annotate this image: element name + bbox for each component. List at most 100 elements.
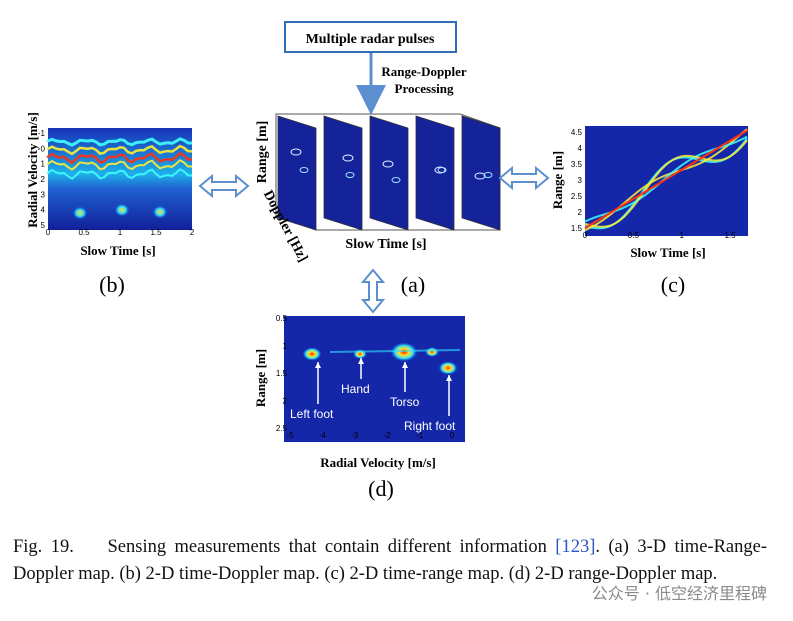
heatmap-b-features: [46, 137, 193, 220]
annotation: Torso: [390, 395, 420, 409]
y-tick-label: 0: [41, 144, 46, 153]
x-tick-label: 1: [679, 231, 684, 240]
doppler-slice: [323, 115, 363, 231]
y-tick-label: 2: [578, 208, 583, 217]
spectrum-band: [46, 151, 193, 165]
y-tick-label: 3.5: [571, 160, 583, 169]
double-arrow: [198, 173, 250, 199]
processing-label: Range-Doppler: [381, 64, 466, 79]
time-axis-label: Slow Time [s]: [345, 237, 426, 252]
panel-label: (a): [401, 272, 425, 297]
heatmap-c-features: [584, 128, 749, 232]
annotation-arrowhead: [315, 362, 321, 368]
y-tick-label: 1.5: [571, 224, 583, 233]
y-tick-label: 2.5: [276, 424, 288, 433]
y-tick-label: 4: [41, 206, 46, 215]
y-axis-label: Range [m]: [550, 151, 565, 209]
slice-feature: [345, 172, 355, 178]
doppler-slice: [415, 115, 455, 231]
double-arrows: [198, 165, 550, 314]
spectrum-blob: [72, 206, 88, 220]
range-track: [584, 139, 748, 228]
annotation: Left foot: [290, 407, 334, 421]
y-tick-label: 0.5: [276, 314, 288, 323]
doppler-slice: [277, 115, 317, 231]
doppler-blob: [425, 347, 439, 357]
y-axis-label: Radial Velocity [m/s]: [25, 112, 40, 228]
caption-rest: . (a) 3-D time-Range-Doppler map. (b) 2-…: [13, 537, 767, 584]
annotation: Right foot: [404, 419, 456, 433]
slice-feature: [342, 154, 354, 162]
doppler-blob: [302, 347, 322, 361]
y-tick-label: 2.5: [571, 192, 583, 201]
double-arrow: [498, 165, 550, 191]
y-tick-label: -1: [38, 129, 46, 138]
x-axis-label: Radial Velocity [m/s]: [320, 455, 436, 470]
y-tick-label: 5: [41, 221, 46, 230]
y-tick-label: 2: [283, 397, 288, 406]
spectrum-band: [46, 137, 193, 147]
x-tick-label: 0: [46, 228, 51, 237]
slice-feature: [382, 160, 394, 168]
range-track-main: [584, 129, 749, 229]
y-tick-label: 4.5: [571, 128, 583, 137]
x-tick-label: 1: [118, 228, 123, 237]
panel-label: (c): [661, 272, 685, 297]
x-axis-label: Slow Time [s]: [630, 245, 705, 260]
x-tick-label: -2: [384, 431, 392, 440]
x-tick-label: 0.5: [78, 228, 90, 237]
range-track: [584, 128, 748, 232]
heatmap-d: [284, 316, 465, 442]
x-axis-label: Slow Time [s]: [80, 243, 155, 258]
spectrum-band: [47, 159, 193, 171]
slice-feature: [391, 177, 401, 183]
y-tick-label: 2: [41, 175, 46, 184]
caption-number: Fig. 19.: [13, 537, 74, 557]
source-box-text: Multiple radar pulses: [306, 32, 435, 47]
heatmap-d-features: [302, 342, 461, 375]
y-tick-label: 3: [41, 190, 46, 199]
spectrum-blob: [152, 205, 168, 219]
annotation-arrowhead: [446, 375, 452, 381]
x-tick-label: -5: [286, 431, 294, 440]
x-tick-label: 0.5: [628, 231, 640, 240]
x-tick-label: -1: [416, 431, 424, 440]
panel-label: (d): [368, 476, 394, 501]
y-tick-label: 1: [41, 160, 46, 169]
annotation-arrowhead: [402, 362, 408, 368]
y-tick-label: 1: [283, 342, 288, 351]
caption-reference[interactable]: [123]: [555, 537, 596, 557]
slice-feature: [474, 172, 486, 180]
torso-band: [329, 349, 461, 353]
y-tick-label: 4: [578, 144, 583, 153]
caption-text: Sensing measurements that contain differ…: [107, 537, 547, 557]
spectrum-band: [47, 168, 193, 180]
heatmap-c: [585, 126, 748, 236]
spectrum-band: [46, 144, 193, 156]
source-box: [284, 21, 457, 53]
y-tick-label: 3: [578, 176, 583, 185]
figure: Multiple radar pulses Range-Doppler Proc…: [25, 21, 749, 501]
x-tick-label: 0: [583, 231, 588, 240]
double-arrow: [360, 268, 386, 314]
slice-feature: [483, 172, 493, 178]
slice-feature: [299, 167, 309, 173]
x-tick-label: -3: [351, 431, 359, 440]
panel-label: (b): [99, 272, 125, 297]
y-tick-label: 1.5: [276, 369, 288, 378]
doppler-slice: [369, 115, 409, 231]
slice-feature: [437, 167, 447, 173]
slice-feature: [434, 166, 446, 174]
annotation: Hand: [341, 382, 370, 396]
x-tick-label: -4: [319, 431, 327, 440]
y-axis-label: Range [m]: [253, 349, 268, 407]
x-tick-label: 2: [190, 228, 195, 237]
annotation-arrowhead: [358, 358, 364, 364]
range-axis-label: Range [m]: [255, 121, 270, 184]
x-tick-label: 1.5: [150, 228, 162, 237]
spectrum-blob: [114, 203, 130, 217]
doppler-blob: [390, 342, 418, 362]
x-tick-label: 1.5: [724, 231, 736, 240]
x-tick-label: 0: [450, 431, 455, 440]
